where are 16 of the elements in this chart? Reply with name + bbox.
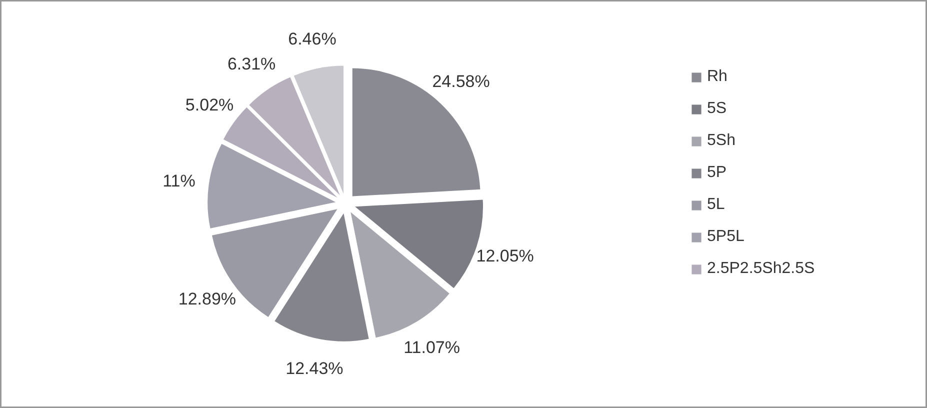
legend-label: 5Sh — [707, 132, 736, 150]
legend-label: Rh — [707, 68, 728, 86]
data-label: 12.05% — [476, 246, 534, 266]
legend-label: 5L — [707, 196, 726, 214]
data-label: 11.07% — [404, 338, 460, 358]
data-label: 12.43% — [286, 359, 344, 378]
legend-label: 5P5L — [707, 228, 744, 246]
legend-label: 2.5P2.5Sh2.5S — [707, 260, 815, 278]
data-label: 5.02% — [185, 95, 234, 114]
data-label: 11% — [162, 172, 196, 191]
legend-label: 5P — [707, 164, 727, 182]
data-label: 6.31% — [227, 54, 276, 74]
data-label: 12.89% — [178, 289, 236, 308]
data-label: 6.46% — [288, 29, 336, 48]
data-label: 24.58% — [432, 72, 490, 92]
legend-label: 5S — [707, 100, 727, 118]
